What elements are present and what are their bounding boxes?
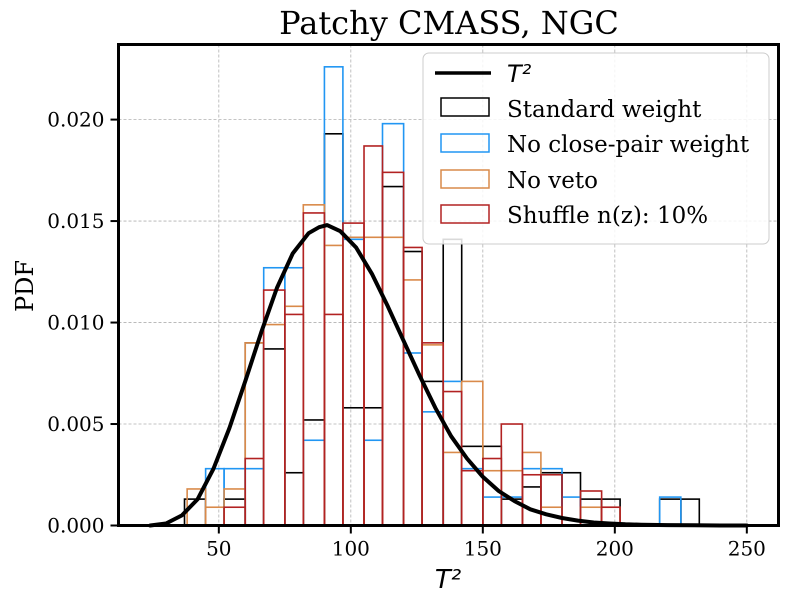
x-tick-label: 250 bbox=[728, 537, 766, 561]
legend-swatch-no-close-pair bbox=[440, 133, 490, 153]
y-tick-label: 0.005 bbox=[47, 412, 104, 436]
y-tick-label: 0.010 bbox=[47, 311, 104, 335]
y-tick-label: 0.000 bbox=[47, 514, 104, 538]
t2-curve bbox=[148, 223, 749, 528]
legend-label-standard-weight: Standard weight bbox=[507, 97, 702, 123]
x-tick-label: 150 bbox=[464, 537, 502, 561]
y-tick-label: 0.020 bbox=[47, 108, 104, 132]
y-ticks: 0.000 0.005 0.010 0.015 0.020 bbox=[47, 108, 119, 538]
legend-label-shuffle: Shuffle n(z): 10% bbox=[507, 203, 708, 229]
x-tick-label: 200 bbox=[596, 537, 634, 561]
chart-title: Patchy CMASS, NGC bbox=[279, 4, 619, 42]
y-axis-label: PDF bbox=[11, 260, 39, 312]
y-tick-label: 0.015 bbox=[47, 209, 104, 233]
legend-swatch-no-veto bbox=[440, 169, 490, 189]
legend-frame bbox=[422, 52, 770, 245]
x-axis-label-text: T² bbox=[435, 565, 461, 595]
t2-curve-group bbox=[148, 223, 749, 528]
plot-frame bbox=[117, 43, 780, 527]
x-ticks: 50 100 150 200 250 bbox=[206, 525, 766, 561]
legend-curve-label: T² bbox=[507, 60, 532, 88]
legend-swatch-shuffle bbox=[440, 204, 490, 224]
legend-swatch-standard-weight bbox=[440, 97, 490, 117]
x-tick-label: 50 bbox=[206, 537, 231, 561]
legend-label-no-veto: No veto bbox=[507, 168, 598, 194]
x-axis-label: T² bbox=[435, 565, 461, 595]
x-tick-label: 100 bbox=[332, 537, 370, 561]
legend: T² Standard weight No close-pair weight … bbox=[422, 52, 770, 245]
legend-label-no-close-pair: No close-pair weight bbox=[507, 132, 750, 158]
